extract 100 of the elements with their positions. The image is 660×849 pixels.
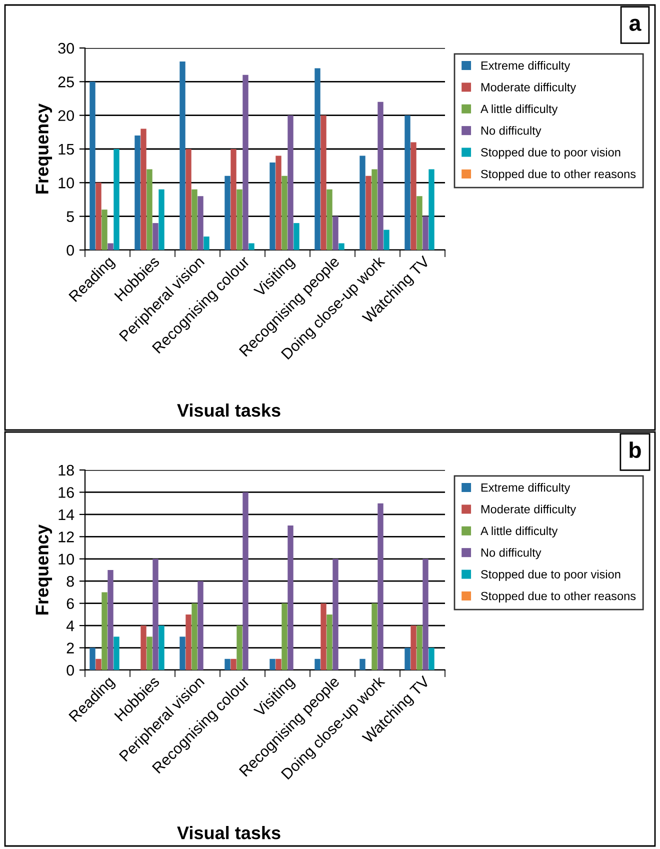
bar <box>410 142 416 250</box>
bar <box>282 603 288 670</box>
bar <box>230 658 236 670</box>
bar <box>320 603 326 670</box>
bar <box>416 626 422 670</box>
bar <box>236 626 242 670</box>
y-axis-title: Frequency <box>36 524 52 614</box>
legend-label: Stopped due to other reasons <box>481 170 636 181</box>
bar <box>158 626 164 670</box>
bar <box>332 558 338 670</box>
bar <box>90 82 96 250</box>
bar <box>186 149 192 250</box>
bar <box>140 128 146 250</box>
bar <box>224 658 230 670</box>
bar <box>230 149 236 250</box>
legend-label: Moderate difficulty <box>481 504 576 516</box>
y-tick-label: 6 <box>66 598 74 610</box>
bar <box>114 149 120 250</box>
bar <box>224 176 230 250</box>
bar <box>378 102 384 250</box>
bar <box>198 581 204 670</box>
text: b <box>630 442 641 458</box>
bar <box>180 61 186 250</box>
bar <box>332 216 338 250</box>
x-axis-title: Visual tasks <box>177 826 280 840</box>
y-tick-label: 12 <box>58 532 74 542</box>
bar <box>152 558 158 670</box>
y-tick-label: 8 <box>66 576 74 587</box>
bar <box>270 658 276 670</box>
bar <box>276 658 282 670</box>
bar <box>422 216 428 250</box>
legend-label: A little difficulty <box>480 526 558 538</box>
legend-label: No difficulty <box>481 126 542 138</box>
bar <box>372 169 378 250</box>
bar <box>270 162 276 250</box>
bar <box>314 658 320 670</box>
y-tick-label: 2 <box>66 642 74 654</box>
y-tick-label: 15 <box>58 144 74 155</box>
bar <box>192 603 198 670</box>
bar <box>158 189 164 250</box>
bar <box>288 115 294 250</box>
y-tick-label: 10 <box>58 178 74 188</box>
y-tick-label: 0 <box>66 244 74 256</box>
y-tick-label: 30 <box>58 42 74 54</box>
bar <box>152 223 158 250</box>
y-tick-label: 10 <box>58 554 74 565</box>
legend-label: Extreme difficulty <box>481 483 570 494</box>
bar <box>236 189 242 250</box>
legend-label: Stopped due to poor vision <box>481 148 620 159</box>
bar <box>276 156 282 250</box>
bar <box>372 603 378 670</box>
bar <box>428 169 434 250</box>
bar <box>326 614 332 670</box>
bar <box>314 68 320 250</box>
y-tick-label: 14 <box>58 509 74 520</box>
bar <box>102 210 108 250</box>
legend-label: No difficulty <box>481 548 542 560</box>
bar <box>146 636 152 670</box>
bar <box>192 189 198 250</box>
bar <box>288 526 294 670</box>
x-axis-title: Visual tasks <box>177 404 280 417</box>
y-tick-label: 0 <box>66 664 74 676</box>
y-tick-label: 16 <box>58 487 74 498</box>
bar <box>326 189 332 250</box>
y-axis-title: Frequency <box>36 103 52 194</box>
bar <box>320 115 326 250</box>
legend-label: A little difficulty <box>480 104 558 116</box>
bar <box>404 648 410 670</box>
bar <box>378 503 384 670</box>
bar <box>422 558 428 670</box>
bar <box>180 636 186 670</box>
y-tick-label: 18 <box>58 464 74 476</box>
bar <box>96 658 102 670</box>
bar <box>248 243 254 250</box>
bar <box>204 236 210 250</box>
y-tick-label: 5 <box>66 211 74 222</box>
legend-label: Extreme difficulty <box>481 61 570 72</box>
bar <box>140 626 146 670</box>
legend-label: Stopped due to other reasons <box>481 592 636 603</box>
bar <box>114 636 120 670</box>
bar <box>404 115 410 250</box>
bar <box>242 74 248 250</box>
legend-label: Stopped due to poor vision <box>481 570 620 581</box>
bar <box>198 196 204 250</box>
bar <box>108 570 114 670</box>
bar <box>294 223 300 250</box>
y-tick-label: 4 <box>66 620 74 632</box>
text: a <box>629 18 642 31</box>
bar <box>96 182 102 250</box>
bar <box>360 156 366 250</box>
bar <box>338 243 344 250</box>
bar <box>90 648 96 670</box>
bar <box>186 614 192 670</box>
bar <box>242 492 248 670</box>
legend-label: Moderate difficulty <box>481 82 576 94</box>
bar <box>416 196 422 250</box>
bar <box>384 230 390 250</box>
bar <box>366 176 372 250</box>
bar <box>360 658 366 670</box>
bar <box>134 136 140 250</box>
